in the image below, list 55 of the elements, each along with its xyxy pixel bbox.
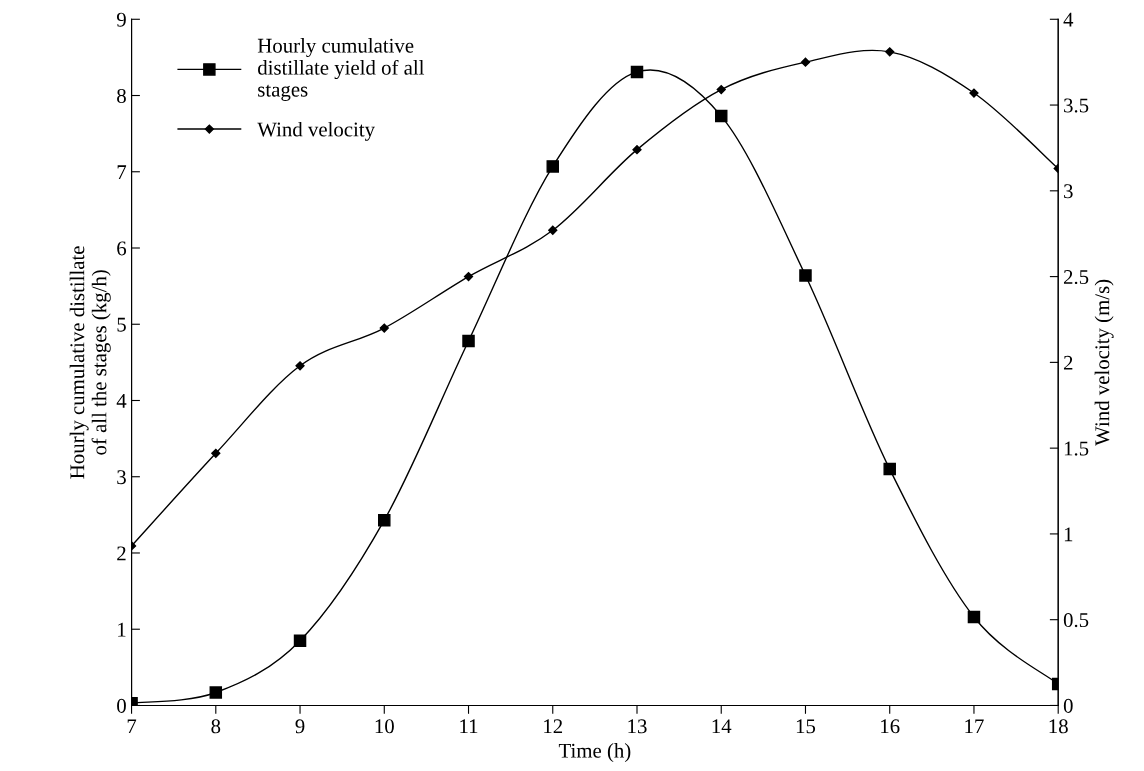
- point: [546, 160, 560, 173]
- x-tick-label: 13: [628, 719, 647, 734]
- point: [716, 84, 726, 95]
- point: [800, 57, 811, 67]
- point: [883, 462, 896, 476]
- point: [967, 610, 981, 624]
- x-tick-label: 7: [127, 719, 137, 734]
- y2-tick-label: 3: [1064, 184, 1073, 199]
- point: [630, 65, 644, 79]
- x-tick-label: 11: [460, 719, 478, 734]
- point: [209, 686, 223, 699]
- x-tick-label: 17: [965, 719, 984, 734]
- x-tick-label: 18: [1049, 719, 1068, 734]
- point: [462, 334, 475, 348]
- y2-axis-title: Wind velocity (m/s): [1094, 279, 1114, 446]
- x-tick-label: 14: [712, 719, 732, 734]
- point: [885, 47, 895, 57]
- y-tick-label: 4: [116, 394, 127, 408]
- y2-tick-label: 2.5: [1063, 270, 1089, 285]
- point: [211, 448, 221, 458]
- x-tick-label: 15: [796, 719, 816, 734]
- point: [799, 269, 812, 282]
- x-tick-label: 16: [881, 719, 900, 734]
- point: [714, 109, 728, 123]
- x-axis-title: Time (h): [558, 743, 631, 762]
- legend-label: Wind velocity: [257, 121, 375, 141]
- y-tick-label: 7: [117, 165, 127, 179]
- point: [463, 271, 474, 282]
- y2-tick-label: 3.5: [1064, 98, 1089, 113]
- y2-tick-label: 1: [1064, 527, 1073, 542]
- y2-tick-label: 2: [1063, 355, 1073, 370]
- y2-tick-label: 4: [1063, 12, 1074, 27]
- y-tick-label: 8: [117, 88, 126, 103]
- y2-tick-label: 0.5: [1063, 613, 1089, 628]
- x-tick-label: 8: [211, 719, 221, 734]
- y-tick-label: 1: [118, 622, 126, 637]
- y-axis-title: Hourly cumulative distillate of all the stages (kg/h): [69, 246, 111, 479]
- point: [632, 145, 642, 155]
- x-tick-label: 10: [375, 719, 394, 734]
- y-tick-label: 9: [116, 12, 126, 27]
- y-tick-label: 5: [117, 317, 126, 332]
- y-tick-label: 6: [117, 241, 127, 256]
- legend-label: Hourly cumulative distillate yield of all stages: [257, 38, 425, 101]
- y-tick-label: 0: [117, 698, 126, 713]
- y2-tick-label: 1.5: [1064, 441, 1089, 456]
- x-tick-label: 9: [295, 719, 305, 734]
- point: [293, 634, 307, 647]
- x-tick-label: 12: [544, 719, 563, 734]
- point: [548, 225, 558, 235]
- point: [379, 323, 389, 333]
- y2-tick-label: 0: [1063, 698, 1073, 713]
- y-tick-label: 2: [117, 546, 126, 561]
- y-tick-label: 3: [117, 470, 126, 485]
- point: [378, 513, 391, 527]
- point: [295, 361, 305, 371]
